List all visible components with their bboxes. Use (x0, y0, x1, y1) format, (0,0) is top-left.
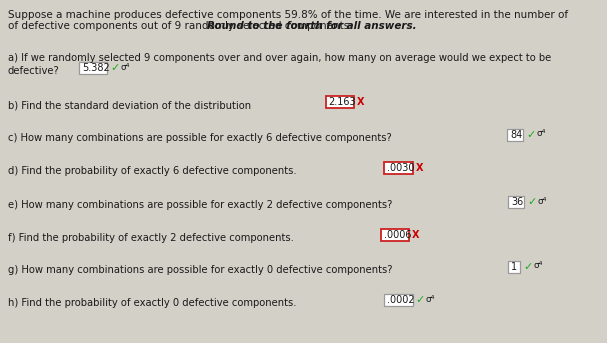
Text: 5.382: 5.382 (82, 63, 109, 73)
Text: X: X (412, 230, 419, 240)
FancyBboxPatch shape (507, 129, 523, 141)
Text: a) If we randomly selected 9 components over and over again, how many on average: a) If we randomly selected 9 components … (8, 53, 551, 63)
Text: ✓: ✓ (526, 130, 535, 140)
Text: σ⁴: σ⁴ (120, 62, 129, 71)
FancyBboxPatch shape (79, 62, 107, 74)
Text: σ⁴: σ⁴ (426, 295, 435, 304)
Text: 36: 36 (511, 197, 523, 207)
Text: .0002: .0002 (387, 295, 415, 305)
Text: 84: 84 (510, 130, 523, 140)
Text: X: X (357, 97, 365, 107)
FancyBboxPatch shape (381, 229, 409, 241)
Text: defective?: defective? (8, 66, 59, 76)
Text: h) Find the probability of exactly 0 defective components.: h) Find the probability of exactly 0 def… (8, 298, 296, 308)
Text: 2.163: 2.163 (329, 97, 356, 107)
Text: σ⁴: σ⁴ (536, 130, 546, 139)
Text: of defective components out of 9 randomly selected components.: of defective components out of 9 randoml… (8, 21, 359, 31)
Text: b) Find the standard deviation of the distribution: b) Find the standard deviation of the di… (8, 100, 251, 110)
Text: .0006: .0006 (384, 230, 412, 240)
FancyBboxPatch shape (508, 196, 524, 208)
Text: σ⁴: σ⁴ (537, 197, 546, 205)
FancyBboxPatch shape (384, 162, 413, 174)
Text: .0030: .0030 (387, 163, 415, 173)
FancyBboxPatch shape (326, 96, 354, 108)
Text: Round to the fourth for all answers.: Round to the fourth for all answers. (207, 21, 417, 31)
Text: ✓: ✓ (416, 295, 425, 305)
Text: σ⁴: σ⁴ (533, 261, 543, 271)
FancyBboxPatch shape (508, 261, 520, 273)
Text: g) How many combinations are possible for exactly 0 defective components?: g) How many combinations are possible fo… (8, 265, 393, 275)
Text: ✓: ✓ (527, 197, 537, 207)
Text: e) How many combinations are possible for exactly 2 defective components?: e) How many combinations are possible fo… (8, 200, 392, 210)
Text: d) Find the probability of exactly 6 defective components.: d) Find the probability of exactly 6 def… (8, 166, 297, 176)
Text: ✓: ✓ (110, 63, 120, 73)
FancyBboxPatch shape (384, 294, 413, 306)
Text: ✓: ✓ (523, 262, 532, 272)
Text: c) How many combinations are possible for exactly 6 defective components?: c) How many combinations are possible fo… (8, 133, 392, 143)
Text: 1: 1 (511, 262, 517, 272)
Text: Suppose a machine produces defective components 59.8% of the time. We are intere: Suppose a machine produces defective com… (8, 10, 568, 20)
Text: f) Find the probability of exactly 2 defective components.: f) Find the probability of exactly 2 def… (8, 233, 294, 243)
Text: X: X (416, 163, 423, 173)
